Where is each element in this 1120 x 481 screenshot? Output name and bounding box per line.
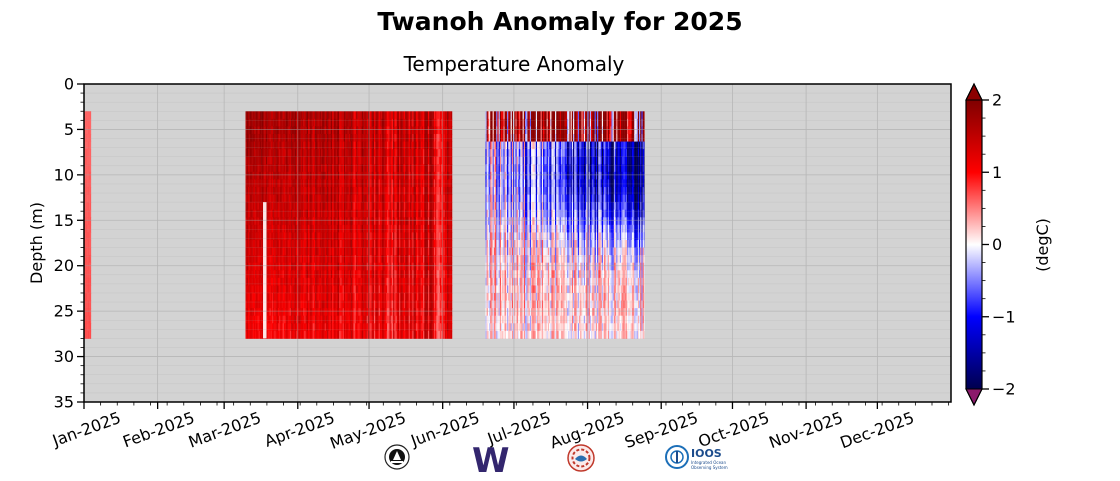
colorbar-gradient xyxy=(966,100,982,389)
y-tick-label: 15 xyxy=(54,211,74,230)
y-tick-label: 20 xyxy=(54,256,74,275)
colorbar-label: (degC) xyxy=(1033,218,1052,272)
x-tick-label: Apr-2025 xyxy=(262,408,337,451)
y-axis: 0 5 10 15 20 25 30 35 xyxy=(54,75,84,412)
x-tick-label: Dec-2025 xyxy=(837,408,916,452)
y-tick-label: 10 xyxy=(54,165,74,184)
chart-subtitle: Temperature Anomaly xyxy=(403,52,625,76)
x-tick-label: Nov-2025 xyxy=(766,408,845,452)
y-tick-label: 5 xyxy=(64,120,74,139)
ioos-logo: IOOS xyxy=(691,447,722,460)
data-gap xyxy=(263,202,267,338)
chart-title: Twanoh Anomaly for 2025 xyxy=(377,7,742,36)
y-tick-label: 35 xyxy=(54,393,74,412)
x-tick-label: Jan-2025 xyxy=(49,408,123,451)
colorbar-tick-label: 2 xyxy=(992,91,1002,110)
noaa-pmel-logo xyxy=(384,444,410,470)
data-segment xyxy=(485,111,644,339)
university-of-washington-logo: W xyxy=(472,444,507,478)
colorbar: 2 1 0 −1 −2 xyxy=(966,84,1016,405)
y-axis-label: Depth (m) xyxy=(27,202,46,284)
logo-row: W IOOS Integrated Ocean Observing System xyxy=(380,444,740,478)
ioos-logo-subtext: Integrated Ocean Observing System xyxy=(691,460,731,470)
x-tick-label: Mar-2025 xyxy=(186,408,264,452)
x-tick-label: Feb-2025 xyxy=(120,408,197,451)
data-segment xyxy=(246,111,453,339)
y-tick-label: 25 xyxy=(54,302,74,321)
ioos-logo-mark xyxy=(665,444,689,470)
colorbar-extend-over xyxy=(966,84,982,100)
y-tick-label: 0 xyxy=(64,75,74,94)
colorbar-tick-label: 0 xyxy=(992,235,1002,254)
plot-area: 0 5 10 15 20 25 30 35Jan-2025Feb-2025Mar-2025Ap… xyxy=(49,75,951,453)
y-tick-label: 30 xyxy=(54,347,74,366)
colorbar-extend-under xyxy=(966,389,982,405)
data-segment xyxy=(84,111,91,339)
colorbar-tick-label: −1 xyxy=(992,307,1016,326)
colorbar-tick-label: −2 xyxy=(992,380,1016,399)
colorbar-tick-label: 1 xyxy=(992,163,1002,182)
nanoos-logo xyxy=(567,444,595,472)
